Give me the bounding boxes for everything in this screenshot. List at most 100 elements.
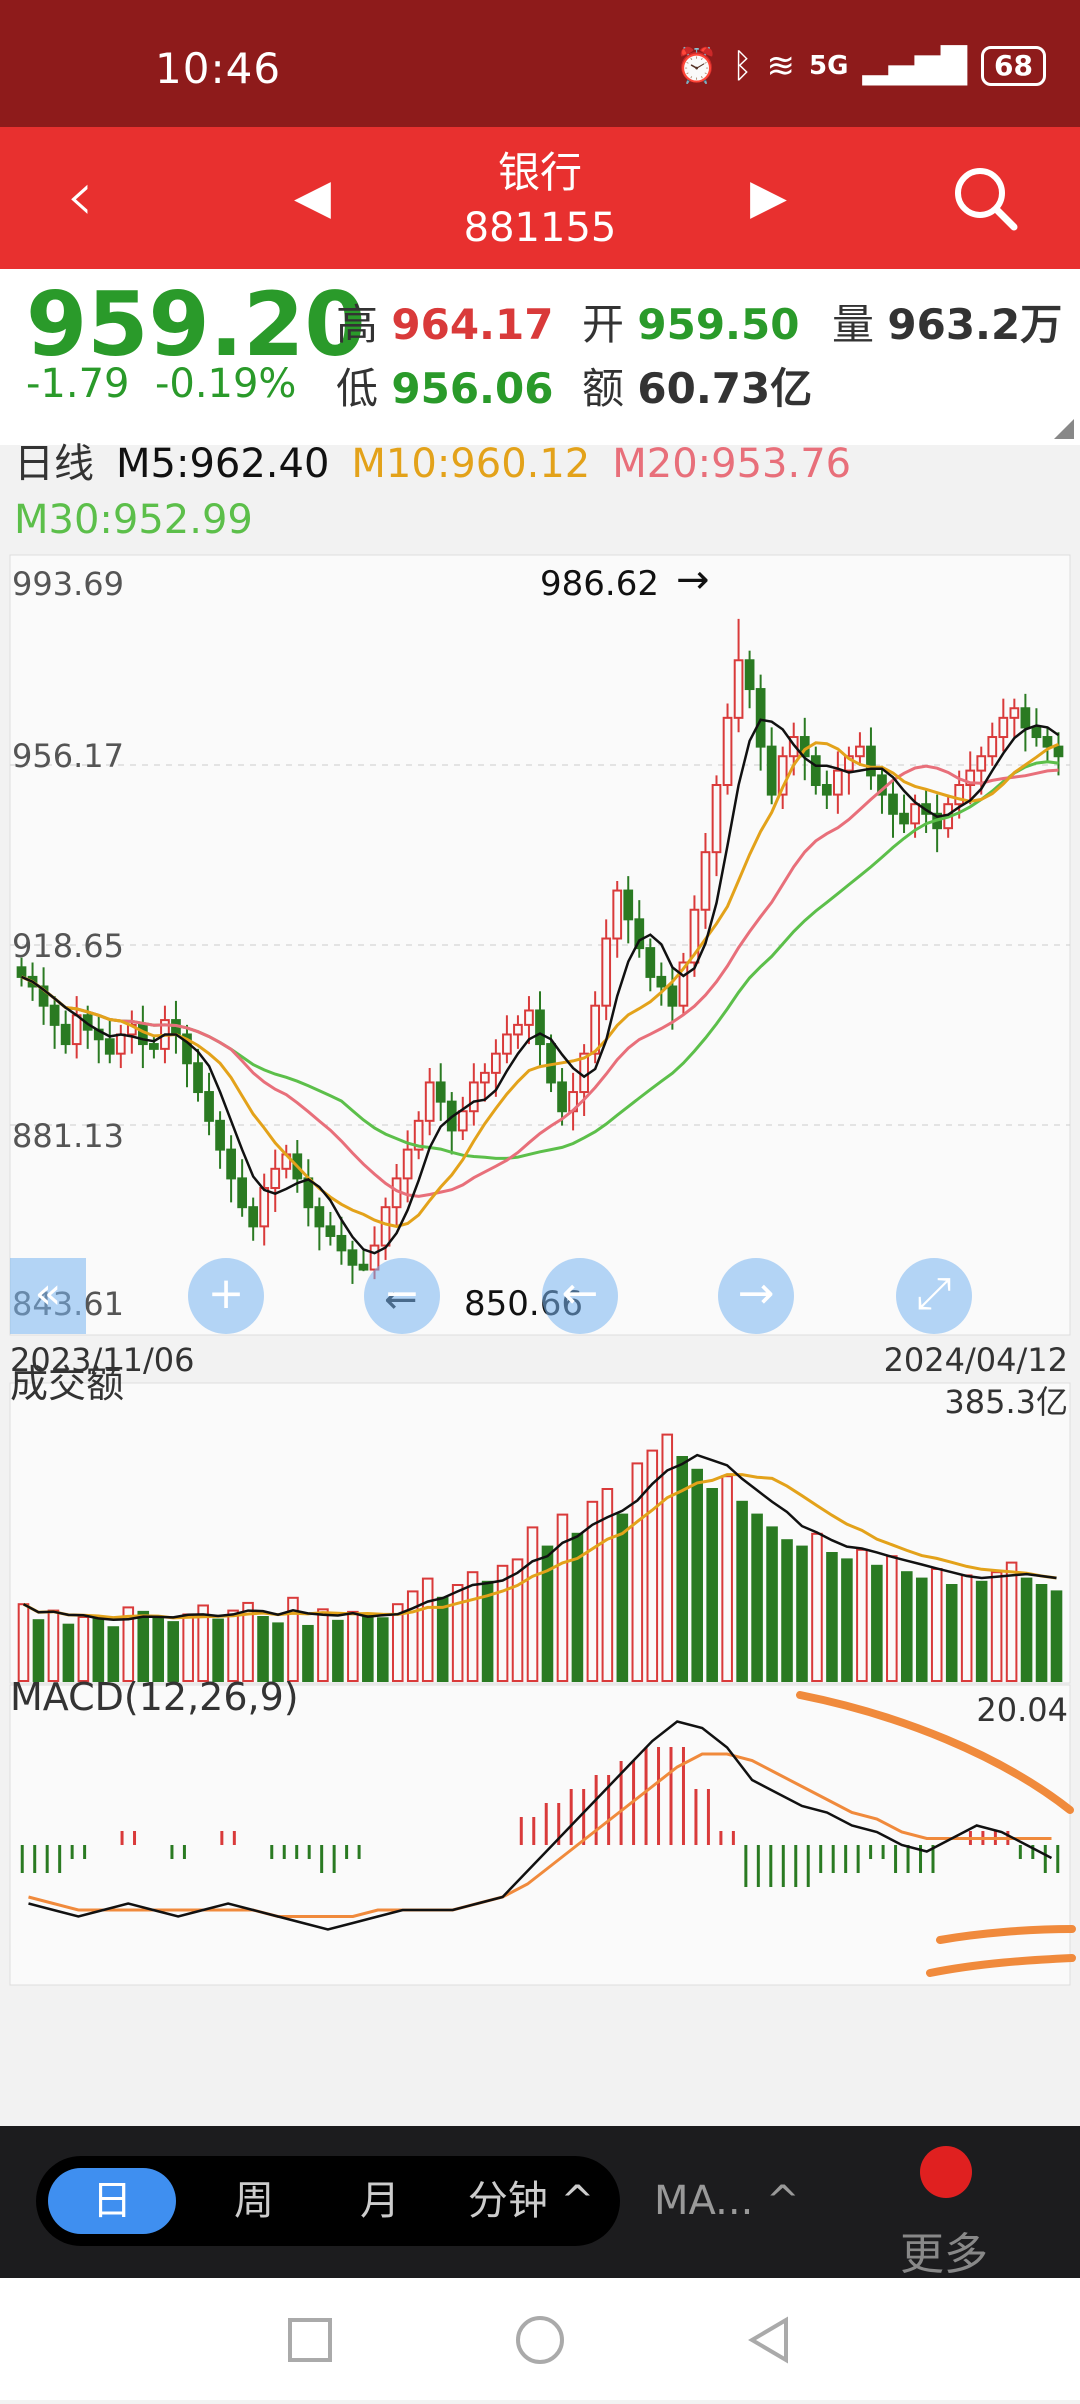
more-button[interactable]: 更多 xyxy=(900,2146,1000,2282)
stock-name: 银行 xyxy=(497,148,582,197)
app-header: ‹ ◀ 银行 881155 ▶ xyxy=(0,127,1080,269)
period-label: 日线 xyxy=(14,441,94,487)
candle-body xyxy=(744,659,755,691)
hand-annotation-stroke xyxy=(936,1925,1076,1944)
scroll-left-fast-button[interactable]: « xyxy=(10,1258,86,1334)
candle-body xyxy=(722,716,733,787)
low-item: 低 956.06 xyxy=(336,355,553,416)
amount-bar xyxy=(122,1606,135,1683)
period-bar: 日 周 月 分钟 ^ MA... ^ 更多 xyxy=(0,2126,1080,2280)
candle-body xyxy=(435,1081,446,1103)
pan-left-button[interactable]: ← xyxy=(542,1258,618,1334)
candle-body xyxy=(844,755,854,772)
y-tick-label: 956.17 xyxy=(12,737,124,775)
prev-stock-icon[interactable]: ◀ xyxy=(294,169,331,225)
candle-body xyxy=(733,659,744,719)
signal-icon: ▂▄▆█ xyxy=(862,46,968,86)
candle-body xyxy=(755,688,766,748)
candle-body xyxy=(104,1038,115,1055)
home-icon[interactable] xyxy=(516,2316,564,2364)
next-stock-icon[interactable]: ▶ xyxy=(750,169,787,225)
search-icon[interactable] xyxy=(950,163,1020,237)
y-tick-label: 881.13 xyxy=(12,1117,124,1155)
amount-bar xyxy=(77,1616,90,1682)
candle-body xyxy=(557,1081,567,1113)
volume-value: 963.2万 xyxy=(887,300,1063,349)
candle-body xyxy=(358,1263,369,1271)
back-icon[interactable]: ‹ xyxy=(66,155,94,237)
amount-bar xyxy=(1005,1561,1018,1682)
amount-bar xyxy=(317,1608,329,1682)
candle-body xyxy=(987,736,998,758)
amount-bar xyxy=(421,1577,434,1682)
candle-body xyxy=(645,947,656,978)
recent-apps-icon[interactable] xyxy=(288,2318,332,2362)
pan-right-button[interactable]: → xyxy=(718,1258,794,1334)
open-item: 开 959.50 xyxy=(582,291,799,352)
candle-body xyxy=(336,1234,347,1252)
ma20-label: M20:953.76 xyxy=(612,441,852,487)
amount-bar xyxy=(901,1571,913,1682)
network-label: 5G xyxy=(809,51,849,81)
candle-body xyxy=(1042,736,1053,748)
amount-bar xyxy=(541,1545,554,1682)
candle-body xyxy=(810,755,821,787)
open-label: 开 xyxy=(582,300,625,349)
tab-week[interactable]: 周 xyxy=(234,2178,274,2224)
ma10-label: M10:960.12 xyxy=(351,441,591,487)
status-bar: 10:46 ⏰ ᛒ ≋ 5G ▂▄▆█ 68 xyxy=(0,0,1080,127)
amount-bar xyxy=(406,1590,419,1683)
candle-body xyxy=(71,1014,82,1046)
candle-body xyxy=(766,745,777,796)
ma-legend: 日线 M5:962.40 M10:960.12 M20:953.76 M30:952.… xyxy=(14,436,1074,548)
amount-bar xyxy=(616,1513,629,1682)
tab-month[interactable]: 月 xyxy=(360,2178,400,2224)
amount-bar xyxy=(287,1596,299,1683)
chart-area[interactable]: 993.69 956.17 918.65 881.13 843.61 986.6… xyxy=(0,545,1080,2005)
amount-bar xyxy=(62,1623,75,1683)
hand-annotation-stroke xyxy=(926,1954,1076,1977)
amount-bar xyxy=(975,1580,988,1683)
back-nav-icon[interactable] xyxy=(748,2316,788,2364)
amount-bar xyxy=(960,1574,973,1683)
more-dot-icon xyxy=(920,2146,972,2198)
zoom-out-button[interactable]: − xyxy=(364,1258,440,1334)
candle-body xyxy=(402,1148,413,1180)
candle-body xyxy=(149,1043,159,1050)
candle-body xyxy=(656,975,667,988)
amount-title: 成交额 xyxy=(10,1362,124,1406)
last-price: 959.20 xyxy=(26,273,366,376)
candle-body xyxy=(821,784,832,796)
candle-body xyxy=(314,1206,325,1228)
candle-body xyxy=(237,1177,248,1209)
amount-bar xyxy=(272,1622,284,1683)
amount-bar xyxy=(841,1558,853,1683)
tab-minute[interactable]: 分钟 ^ xyxy=(467,2178,595,2224)
expand-corner-icon[interactable] xyxy=(1054,419,1074,439)
candle-body xyxy=(226,1148,236,1180)
candle-body xyxy=(513,1023,523,1036)
candle-body xyxy=(1053,745,1064,758)
candle-body xyxy=(248,1206,259,1228)
candle-body xyxy=(491,1052,501,1074)
tab-day[interactable]: 日 xyxy=(48,2168,176,2234)
amount-bar xyxy=(152,1617,165,1683)
amount-bar xyxy=(47,1609,60,1682)
zoom-in-button[interactable]: + xyxy=(188,1258,264,1334)
candle-body xyxy=(965,769,976,787)
amount-bar xyxy=(646,1449,659,1682)
amount-bar xyxy=(886,1555,898,1683)
amount-bar xyxy=(766,1526,778,1683)
battery-indicator: 68 xyxy=(981,46,1046,86)
amount-bar xyxy=(990,1571,1003,1682)
volume-item: 量 963.2万 xyxy=(832,291,1062,352)
fullscreen-icon[interactable]: ⤢ xyxy=(896,1258,972,1334)
candle-body xyxy=(855,745,865,758)
candle-body xyxy=(424,1081,435,1122)
candle-body xyxy=(468,1081,479,1113)
amount-bar xyxy=(347,1610,359,1683)
ma-dropdown[interactable]: MA... ^ xyxy=(654,2178,800,2224)
amount-bar xyxy=(167,1621,179,1682)
candle-body xyxy=(535,1009,545,1046)
candle-body xyxy=(479,1071,490,1084)
